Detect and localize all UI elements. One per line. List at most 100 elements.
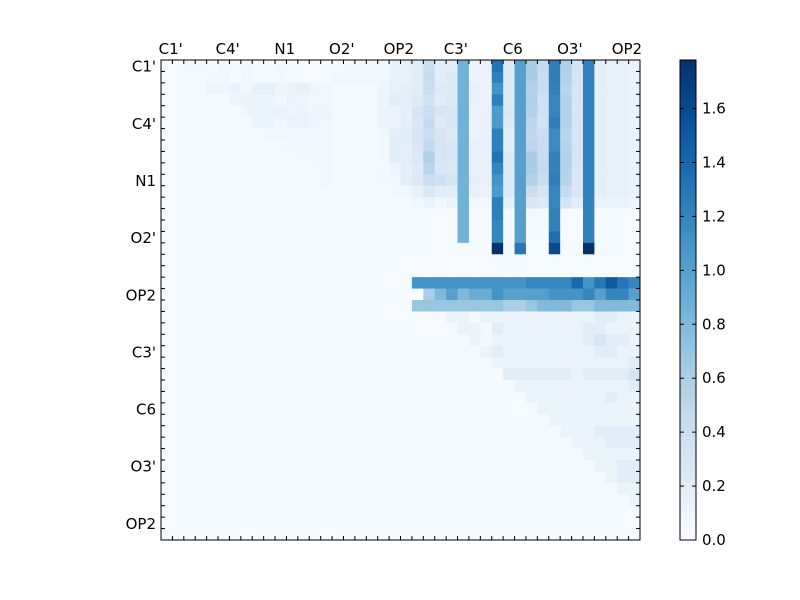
heatmap-cell xyxy=(309,357,322,369)
heatmap-cell xyxy=(571,117,584,129)
heatmap-cell xyxy=(617,151,629,164)
heatmap-cell xyxy=(320,220,333,232)
heatmap-cell xyxy=(457,380,470,392)
heatmap-cell xyxy=(240,197,253,209)
heatmap-cell xyxy=(457,288,470,301)
heatmap-cell xyxy=(275,151,287,164)
heatmap-cell xyxy=(423,105,436,118)
heatmap-cell xyxy=(195,94,208,107)
heatmap-cell xyxy=(354,174,367,187)
heatmap-cell xyxy=(628,300,641,312)
heatmap-cell xyxy=(446,471,458,484)
heatmap-cell xyxy=(389,391,401,404)
heatmap-cell xyxy=(457,437,470,449)
heatmap-cell xyxy=(218,105,230,118)
heatmap-cell xyxy=(582,482,595,495)
heatmap-cell xyxy=(582,242,595,255)
heatmap-cell xyxy=(434,174,447,187)
heatmap-cell xyxy=(503,185,515,198)
heatmap-cell xyxy=(229,231,242,244)
heatmap-cell xyxy=(195,311,208,324)
heatmap-cell xyxy=(548,117,561,129)
x-tick-label: C1' xyxy=(159,40,183,58)
heatmap-cell xyxy=(275,242,287,255)
heatmap-cell xyxy=(172,322,185,335)
heatmap-cell xyxy=(389,71,401,84)
heatmap-cell xyxy=(548,528,561,541)
heatmap-cell xyxy=(309,105,322,118)
heatmap-cell xyxy=(400,128,413,141)
heatmap-cell xyxy=(491,162,504,175)
heatmap-cell xyxy=(582,208,595,221)
heatmap-cell xyxy=(172,482,185,495)
heatmap-cell xyxy=(229,288,242,301)
colorbar-tick-label: 0.0 xyxy=(702,531,726,549)
heatmap-cell xyxy=(628,151,641,164)
heatmap-cell xyxy=(263,460,276,472)
heatmap-cell xyxy=(172,380,185,392)
heatmap-cell xyxy=(263,265,276,278)
heatmap-cell xyxy=(525,482,538,495)
heatmap-cell xyxy=(354,197,367,209)
heatmap-cell xyxy=(252,220,265,232)
heatmap-cell xyxy=(617,414,629,427)
heatmap-cell xyxy=(548,357,561,369)
heatmap-cell xyxy=(628,380,641,392)
heatmap-cell xyxy=(275,82,287,95)
heatmap-cell xyxy=(263,368,276,381)
heatmap-cell xyxy=(423,437,436,449)
heatmap-cell xyxy=(377,60,390,72)
heatmap-cell xyxy=(263,288,276,301)
heatmap-cell xyxy=(343,82,356,95)
heatmap-cell xyxy=(457,242,470,255)
heatmap-cell xyxy=(480,517,493,529)
heatmap-cell xyxy=(605,334,618,347)
heatmap-cell xyxy=(195,208,208,221)
x-axis-tick-labels: C1' C4' N1 O2' OP2 C3' C6 O3' OP2 xyxy=(159,40,642,58)
heatmap-cell xyxy=(172,345,185,358)
heatmap-cell xyxy=(332,391,344,404)
heatmap-cell xyxy=(468,414,481,427)
heatmap-cell xyxy=(240,471,253,484)
heatmap-cell xyxy=(480,117,493,129)
heatmap-cell xyxy=(240,528,253,541)
heatmap-cell xyxy=(594,208,607,221)
heatmap-cell xyxy=(503,94,515,107)
heatmap-cell xyxy=(605,380,618,392)
heatmap-cell xyxy=(491,82,504,95)
heatmap-cell xyxy=(263,60,276,72)
heatmap-cell xyxy=(446,414,458,427)
heatmap-cell xyxy=(605,505,618,518)
heatmap-cell xyxy=(503,368,515,381)
heatmap-cell xyxy=(218,482,230,495)
heatmap-cell xyxy=(229,71,242,84)
heatmap-cell xyxy=(605,425,618,438)
heatmap-cell xyxy=(514,197,527,209)
heatmap-cell xyxy=(491,322,504,335)
heatmap-cell xyxy=(389,60,401,72)
heatmap-cell xyxy=(309,334,322,347)
heatmap-cell xyxy=(161,185,173,198)
heatmap-cell xyxy=(423,197,436,209)
heatmap-cell xyxy=(263,414,276,427)
heatmap-cell xyxy=(605,117,618,129)
heatmap-cell xyxy=(354,117,367,129)
heatmap-cell xyxy=(491,414,504,427)
heatmap-cell xyxy=(195,82,208,95)
heatmap-cell xyxy=(377,517,390,529)
heatmap-cell xyxy=(286,254,299,267)
heatmap-cell xyxy=(389,322,401,335)
heatmap-cell xyxy=(377,437,390,449)
heatmap-cell xyxy=(480,162,493,175)
heatmap-cell xyxy=(514,208,527,221)
heatmap-cell xyxy=(309,380,322,392)
heatmap-cell xyxy=(183,300,196,312)
heatmap-cell xyxy=(617,242,629,255)
heatmap-cell xyxy=(218,528,230,541)
heatmap-cell xyxy=(206,505,219,518)
heatmap-cell xyxy=(617,277,629,289)
heatmap-cell xyxy=(332,117,344,129)
heatmap-cell xyxy=(582,494,595,507)
heatmap-cell xyxy=(183,151,196,164)
heatmap-cell xyxy=(366,322,379,335)
